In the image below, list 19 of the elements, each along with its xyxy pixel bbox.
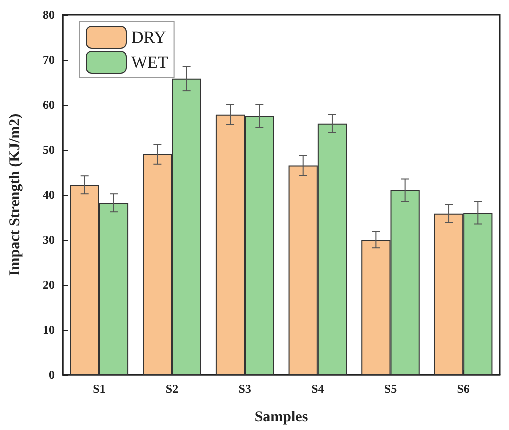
x-tick-label: S4	[312, 382, 324, 396]
x-tick-label: S3	[238, 382, 252, 396]
x-tick-label: S1	[93, 382, 106, 396]
legend-label: DRY	[132, 28, 166, 47]
y-tick-label: 0	[49, 368, 55, 382]
y-tick-label: 20	[43, 278, 55, 292]
x-tick-label: S5	[384, 382, 398, 396]
y-tick-label: 40	[43, 188, 55, 202]
y-axis-title: Impact Strength (KJ/m2)	[8, 114, 24, 276]
x-axis-title: Samples	[254, 410, 308, 426]
y-tick-label: 70	[43, 53, 55, 67]
y-tick-label: 50	[43, 143, 55, 157]
y-tick-label: 80	[43, 8, 55, 22]
y-tick-label: 30	[43, 233, 55, 247]
legend-label: WET	[132, 53, 169, 72]
x-tick-label: S6	[457, 382, 470, 396]
x-tick-label: S2	[166, 382, 179, 396]
y-tick-label: 60	[43, 98, 55, 112]
y-tick-label: 10	[43, 323, 55, 337]
